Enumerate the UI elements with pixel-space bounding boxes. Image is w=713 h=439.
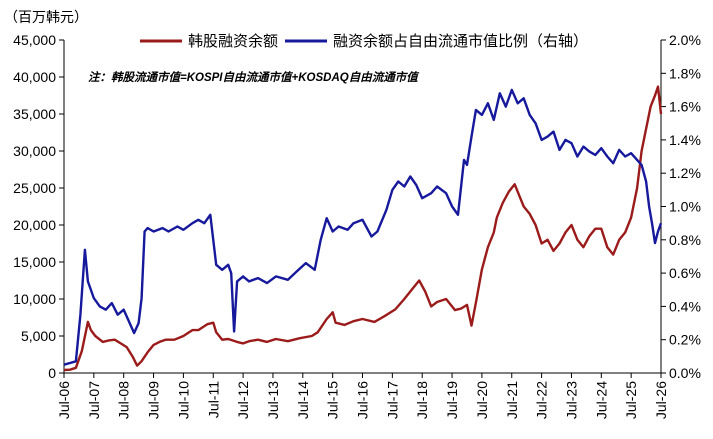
y-right-tick-label: 2.0% xyxy=(669,32,701,48)
y-right-tick-label: 0.6% xyxy=(669,265,701,281)
x-tick-label: Jul-09 xyxy=(146,381,162,419)
chart-note: 注：韩股流通市值=KOSPI自由流通市值+KOSDAQ自由流通市值 xyxy=(88,70,420,84)
x-tick-label: Jul-08 xyxy=(116,381,132,419)
x-tick-label: Jul-10 xyxy=(175,381,191,419)
y-left-tick-label: 45,000 xyxy=(13,32,56,48)
series-line-ratio xyxy=(63,88,663,366)
y-right-tick-label: 0.8% xyxy=(669,232,701,248)
x-tick-label: Jul-26 xyxy=(653,381,669,419)
x-tick-label: Jul-11 xyxy=(205,381,221,418)
legend: 韩股融资余额 融资余额占自由流通市值比例（右轴） xyxy=(140,32,588,50)
y-left-tick-label: 20,000 xyxy=(13,217,56,233)
x-tick-label: Jul-21 xyxy=(504,381,520,419)
y-left-tick-label: 35,000 xyxy=(13,106,56,122)
y-left-tick-label: 30,000 xyxy=(13,143,56,159)
y-left-tick-label: 0 xyxy=(48,365,56,381)
x-tick-label: Jul-19 xyxy=(444,381,460,419)
x-tick-label: Jul-12 xyxy=(235,381,251,419)
x-tick-label: Jul-17 xyxy=(384,381,400,419)
y-right-tick-label: 1.0% xyxy=(669,199,701,215)
legend-label-ratio: 融资余额占自由流通市值比例（右轴） xyxy=(333,32,588,50)
series-line-balance xyxy=(63,85,663,372)
y-right-tick-label: 0.2% xyxy=(669,332,701,348)
y-left-unit-label: （百万韩元） xyxy=(4,9,88,25)
x-tick-label: Jul-06 xyxy=(56,381,72,419)
y-left-tick-label: 40,000 xyxy=(13,69,56,85)
y-left-tick-label: 25,000 xyxy=(13,180,56,196)
x-tick-label: Jul-13 xyxy=(265,381,281,419)
y-left-tick-label: 5,000 xyxy=(21,328,56,344)
x-tick-label: Jul-24 xyxy=(593,381,609,419)
y-right-tick-label: 0.4% xyxy=(669,298,701,314)
x-tick-label: Jul-07 xyxy=(86,381,102,419)
x-tick-label: Jul-25 xyxy=(623,381,639,419)
x-tick-label: Jul-22 xyxy=(534,381,550,419)
plot-area: 0 5,000 10,000 15,000 20,000 25,000 30,000 35,0… xyxy=(13,32,701,419)
x-tick-label: Jul-16 xyxy=(355,381,371,419)
y-right-tick-label: 1.2% xyxy=(669,165,701,181)
y-right-tick-label: 1.6% xyxy=(669,99,701,115)
y-right-tick-label: 1.8% xyxy=(669,65,701,81)
x-tick-label: Jul-20 xyxy=(474,381,490,419)
y-left-tick-label: 10,000 xyxy=(13,291,56,307)
x-tick-label: Jul-15 xyxy=(325,381,341,419)
x-tick-label: Jul-23 xyxy=(563,381,579,419)
y-left-tick-label: 15,000 xyxy=(13,254,56,270)
y-right-tick-label: 1.4% xyxy=(669,132,701,148)
x-tick-label: Jul-18 xyxy=(414,381,430,419)
x-tick-label: Jul-14 xyxy=(295,381,311,419)
y-right-tick-label: 0.0% xyxy=(669,365,701,381)
legend-label-balance: 韩股融资余额 xyxy=(188,32,278,50)
